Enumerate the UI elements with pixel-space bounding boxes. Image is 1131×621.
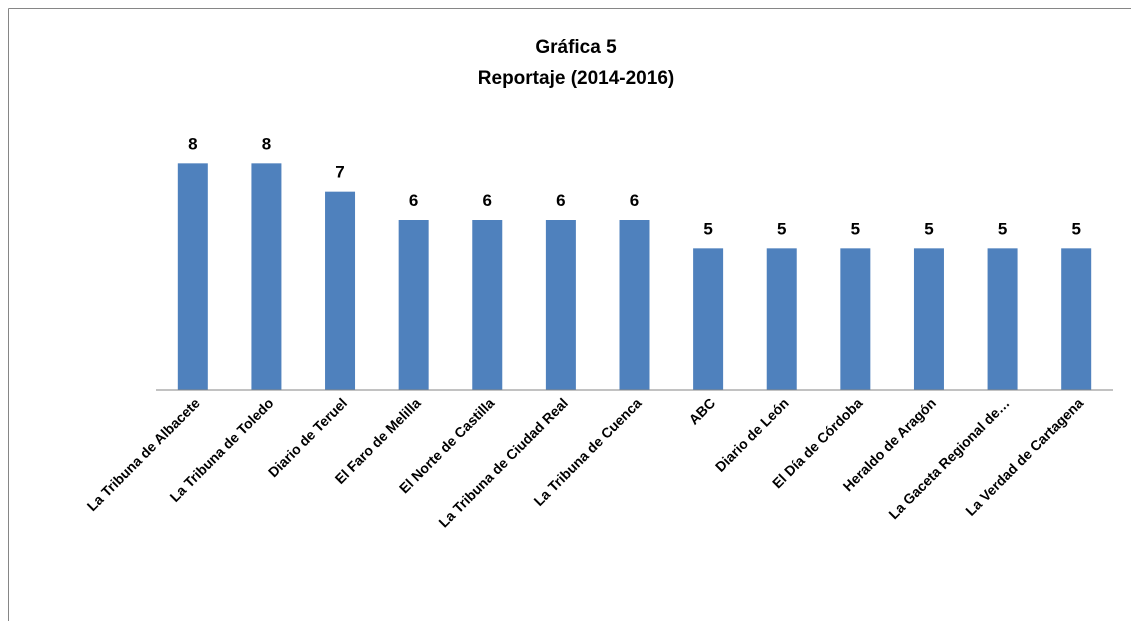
- bar: [545, 220, 576, 390]
- data-label: 8: [188, 134, 197, 153]
- bar: [913, 248, 944, 390]
- bar: [693, 248, 724, 390]
- bar: [619, 220, 650, 390]
- data-label: 5: [924, 219, 933, 238]
- data-label: 6: [409, 191, 418, 210]
- bar: [987, 248, 1018, 390]
- data-label: 8: [262, 134, 271, 153]
- bar: [398, 220, 429, 390]
- data-label: 6: [483, 191, 492, 210]
- data-label: 5: [777, 219, 786, 238]
- chart-title: Gráfica 5: [535, 37, 617, 58]
- data-label: 5: [703, 219, 712, 238]
- bar: [1061, 248, 1092, 390]
- data-label: 6: [556, 191, 565, 210]
- chart-subtitle: Reportaje (2014-2016): [478, 68, 674, 89]
- data-label: 5: [1071, 219, 1080, 238]
- bar: [177, 163, 208, 390]
- bar: [472, 220, 503, 390]
- bar: [251, 163, 282, 390]
- bar: [325, 191, 356, 390]
- bar: [766, 248, 797, 390]
- data-label: 5: [998, 219, 1007, 238]
- bar: [840, 248, 871, 390]
- data-label: 7: [335, 163, 344, 182]
- data-label: 6: [630, 191, 639, 210]
- data-label: 5: [851, 219, 860, 238]
